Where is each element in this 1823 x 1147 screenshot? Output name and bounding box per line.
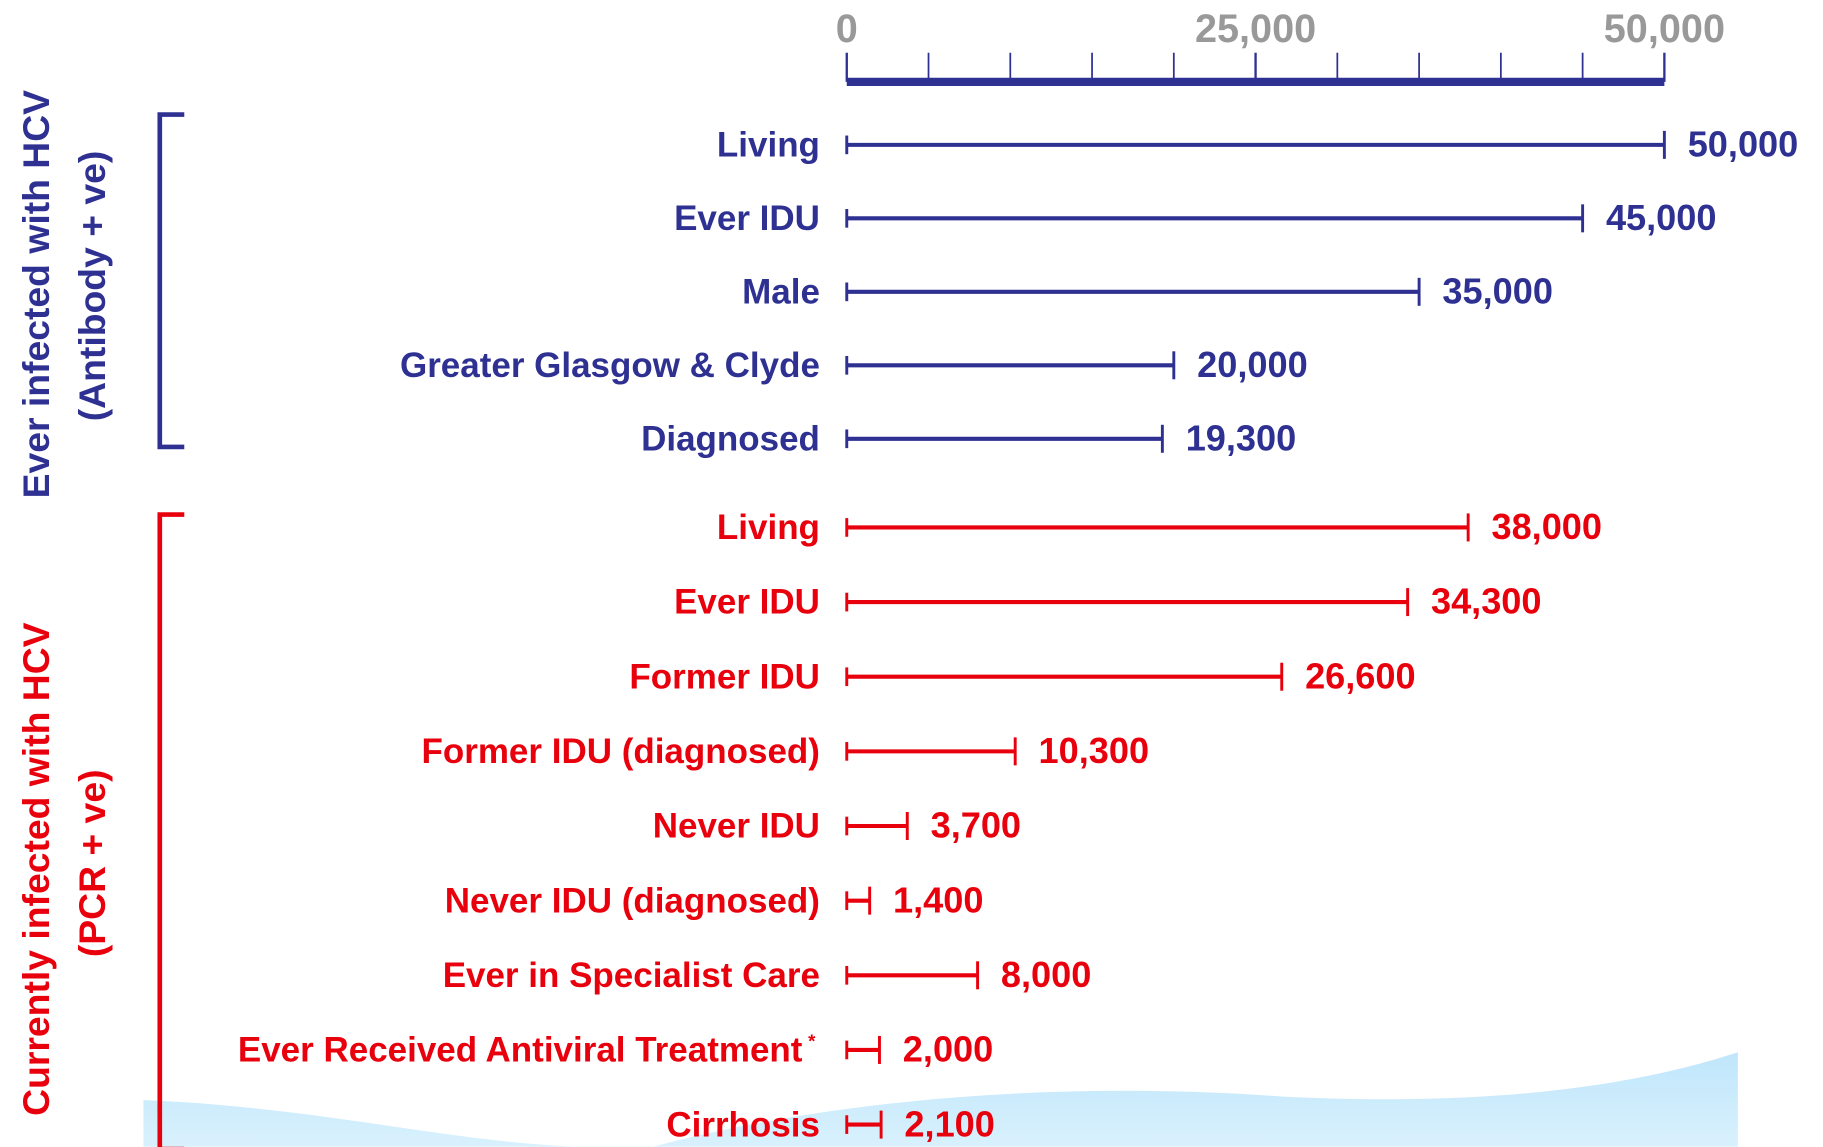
category-label: Diagnosed — [641, 419, 820, 458]
bar — [845, 886, 872, 915]
group-title: Currently infected with HCV — [15, 622, 57, 1116]
category-label: Cirrhosis — [666, 1105, 820, 1144]
bar — [845, 351, 1176, 380]
value-label: 2,000 — [903, 1029, 993, 1070]
category-label: Greater Glasgow & Clyde — [400, 346, 820, 385]
group-subtitle: (PCR + ve) — [71, 770, 113, 958]
bar — [845, 737, 1017, 766]
bar — [845, 1035, 881, 1064]
x-tick-label: 50,000 — [1604, 7, 1725, 51]
bar — [845, 204, 1585, 233]
bar — [845, 424, 1164, 453]
value-label: 19,300 — [1186, 417, 1297, 458]
category-label: Never IDU — [653, 807, 820, 846]
group-bracket — [157, 512, 185, 1147]
group-title: Ever infected with HCV — [15, 90, 57, 499]
group-bracket — [157, 112, 185, 450]
x-tick-label: 0 — [836, 7, 858, 51]
bar — [845, 130, 1666, 159]
bar — [845, 1110, 883, 1139]
category-label: Never IDU (diagnosed) — [445, 881, 820, 920]
value-label: 3,700 — [931, 805, 1021, 846]
category-label: Ever IDU — [674, 199, 820, 238]
value-label: 38,000 — [1491, 506, 1602, 547]
value-label: 45,000 — [1606, 197, 1717, 238]
bar — [845, 812, 909, 841]
value-label: 8,000 — [1001, 954, 1091, 995]
category-label: Ever Received Antiviral Treatment — [238, 1031, 803, 1070]
value-label: 35,000 — [1442, 270, 1553, 311]
category-label: Ever IDU — [674, 583, 820, 622]
bar — [845, 513, 1470, 542]
value-label: 2,100 — [904, 1103, 994, 1144]
x-tick-label: 25,000 — [1195, 7, 1316, 51]
category-label: Living — [717, 508, 820, 547]
value-label: 20,000 — [1197, 344, 1308, 385]
group-subtitle: (Antibody + ve) — [71, 151, 113, 422]
category-label: Former IDU (diagnosed) — [421, 732, 819, 771]
bar — [845, 961, 980, 990]
background-wave — [143, 1052, 1738, 1147]
category-label: Male — [742, 272, 820, 311]
category-note: * — [808, 1031, 816, 1052]
category-label: Ever in Specialist Care — [443, 956, 820, 995]
value-label: 34,300 — [1431, 581, 1542, 622]
value-label: 50,000 — [1688, 124, 1799, 165]
bar — [845, 662, 1284, 691]
value-label: 1,400 — [893, 879, 983, 920]
value-label: 26,600 — [1305, 655, 1416, 696]
bar — [845, 277, 1421, 306]
category-label: Former IDU — [629, 657, 820, 696]
bar — [845, 588, 1410, 617]
value-label: 10,300 — [1039, 730, 1150, 771]
category-label: Living — [717, 126, 820, 165]
